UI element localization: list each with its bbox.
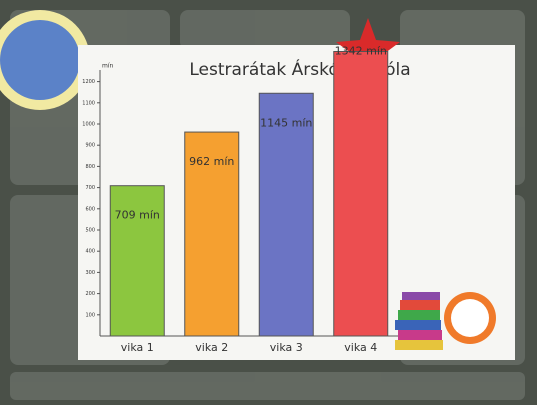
x-tick-label: vika 4 [344,341,377,354]
x-tick-label: vika 3 [270,341,303,354]
y-tick-label: 300 [85,270,95,276]
value-label: 1145 mín [260,116,312,129]
y-tick-label: 200 [85,291,95,297]
value-label: 962 mín [189,155,234,168]
chart: Lestrarátak Árskógarskóla mín 1002003004… [0,0,537,405]
page: Lestrarátak Árskógarskóla mín 1002003004… [0,0,537,405]
y-tick-label: 800 [85,164,95,170]
value-label: 709 mín [115,209,160,222]
bar [259,93,313,336]
clock-mascot-face [451,299,489,337]
bar [334,51,388,336]
y-tick-label: 600 [85,206,95,212]
y-tick-label: 500 [85,228,95,234]
y-tick-label: 1000 [82,122,95,128]
books [395,292,443,350]
wall-clock-face [0,20,80,100]
x-tick-label: vika 1 [121,341,154,354]
y-axis-label: mín [102,63,114,70]
y-tick-label: 700 [85,185,95,191]
y-tick-label: 1100 [82,100,95,106]
y-tick-label: 900 [85,143,95,149]
x-tick-label: vika 2 [195,341,228,354]
value-label: 1342 mín [335,44,387,57]
y-tick-label: 1200 [82,79,95,85]
y-tick-label: 100 [85,312,95,318]
y-tick-label: 400 [85,249,95,255]
